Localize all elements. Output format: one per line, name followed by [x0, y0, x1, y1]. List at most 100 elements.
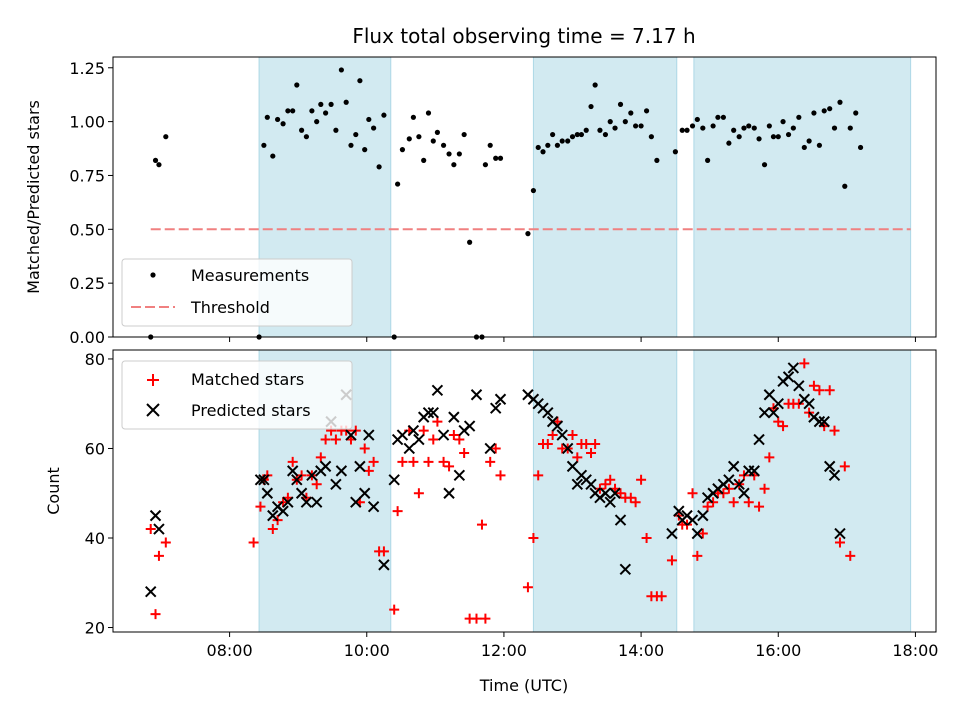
- matched-star-point: [408, 456, 419, 467]
- predicted-star-point: [673, 505, 685, 517]
- matched-star-point: [636, 474, 647, 485]
- predicted-star-point: [763, 389, 776, 401]
- measurement-point: [766, 123, 772, 129]
- predicted-star-point: [407, 424, 420, 437]
- matched-star-point: [615, 488, 626, 499]
- count-panel-data: [145, 358, 856, 624]
- measurement-point: [780, 119, 786, 125]
- matched-star-point: [150, 609, 161, 620]
- y-tick-label: 1.00: [69, 113, 105, 132]
- predicted-star-point: [463, 420, 476, 432]
- count-panel-y-axis-title: Count: [44, 467, 63, 515]
- predicted-star-point: [767, 406, 780, 419]
- predicted-star-point: [828, 469, 841, 482]
- measurement-point: [357, 78, 363, 84]
- measurement-point: [275, 116, 281, 123]
- measurement-point: [633, 123, 639, 129]
- measurement-point: [715, 114, 721, 120]
- matched-star-point: [814, 385, 825, 396]
- matched-star-point: [359, 443, 370, 454]
- predicted-star-point: [261, 487, 274, 499]
- measurement-point: [654, 157, 660, 163]
- matched-star-point: [542, 439, 553, 449]
- count-panel-shaded-intervals: [258, 349, 912, 633]
- x-tick-label: 10:00: [344, 641, 390, 660]
- measurement-point: [451, 162, 457, 168]
- matched-star-point: [490, 443, 501, 454]
- measurement-point: [309, 108, 315, 114]
- predicted-star-point: [295, 487, 308, 499]
- matched-star-point: [586, 447, 597, 458]
- measurement-point: [163, 134, 169, 140]
- predicted-star-point: [834, 527, 846, 540]
- measurement-point: [731, 127, 737, 133]
- measurement-point: [761, 162, 768, 168]
- measurement-point: [746, 123, 752, 129]
- measurement-point: [493, 155, 499, 161]
- measurement-point: [607, 119, 613, 125]
- measurement-point: [156, 162, 162, 168]
- measurement-point: [565, 138, 571, 144]
- matched-star-point: [799, 358, 810, 369]
- measurement-point: [684, 127, 690, 133]
- predicted-star-point: [300, 496, 313, 508]
- predicted-star-point: [823, 460, 836, 473]
- legend-measurements-label: Measurements: [191, 266, 309, 285]
- measurement-point: [827, 106, 833, 112]
- measurement-point: [497, 155, 504, 161]
- shaded-interval: [532, 56, 678, 338]
- predicted-star-point: [793, 380, 805, 392]
- measurement-point: [628, 110, 634, 116]
- measurement-point: [705, 157, 711, 163]
- matched-star-point: [432, 416, 443, 427]
- predicted-star-point: [619, 563, 632, 576]
- measurement-point: [525, 231, 531, 237]
- measurement-point: [816, 142, 823, 148]
- predicted-star-point: [666, 527, 678, 540]
- measurement-point: [821, 108, 827, 114]
- matched-star-point: [368, 456, 379, 467]
- predicted-star-point: [437, 429, 450, 441]
- matched-star-point: [764, 452, 775, 463]
- predicted-star-point: [153, 523, 165, 535]
- matched-star-point: [397, 456, 408, 467]
- measurement-point: [299, 127, 305, 133]
- x-tick-label: 14:00: [618, 641, 664, 660]
- matched-star-point: [311, 479, 322, 490]
- matched-star-point: [773, 416, 784, 427]
- legend-matched-marker: [147, 374, 159, 386]
- measurement-point: [643, 108, 650, 114]
- predicted-star-point: [818, 415, 830, 428]
- measurement-point: [569, 134, 576, 140]
- ratio-panel: 0.00 0.25 0.50 0.75 1.00 1.25 Matched/Predict…: [24, 56, 937, 347]
- measurement-point: [559, 138, 565, 144]
- matched-star-point: [759, 483, 770, 494]
- matched-star-point: [834, 537, 845, 548]
- measurement-point: [410, 114, 416, 120]
- predicted-star-point: [803, 398, 815, 410]
- predicted-star-point: [367, 500, 380, 513]
- legend-predicted-label: Predicted stars: [191, 401, 311, 420]
- measurement-point: [294, 82, 300, 88]
- predicted-star-point: [758, 406, 771, 419]
- ratio-panel-y-axis-title: Matched/Predicted stars: [24, 100, 43, 294]
- matched-star-point: [641, 533, 652, 543]
- predicted-star-point: [422, 406, 435, 419]
- measurement-point: [648, 134, 654, 140]
- measurement-point: [323, 110, 329, 116]
- measurement-point: [592, 82, 598, 88]
- matched-star-point: [528, 533, 539, 543]
- predicted-star-point: [431, 384, 444, 396]
- measurement-point: [421, 157, 427, 163]
- measurement-point: [857, 144, 864, 151]
- predicted-star-point: [738, 487, 750, 499]
- predicted-star-point: [448, 411, 460, 423]
- measurement-point: [261, 142, 267, 148]
- matched-star-point: [845, 550, 856, 561]
- predicted-star-point: [542, 406, 554, 419]
- measurement-point: [406, 136, 412, 142]
- y-tick-label: 0.25: [69, 274, 105, 293]
- measurement-point: [425, 110, 432, 116]
- matched-star-point: [600, 479, 611, 490]
